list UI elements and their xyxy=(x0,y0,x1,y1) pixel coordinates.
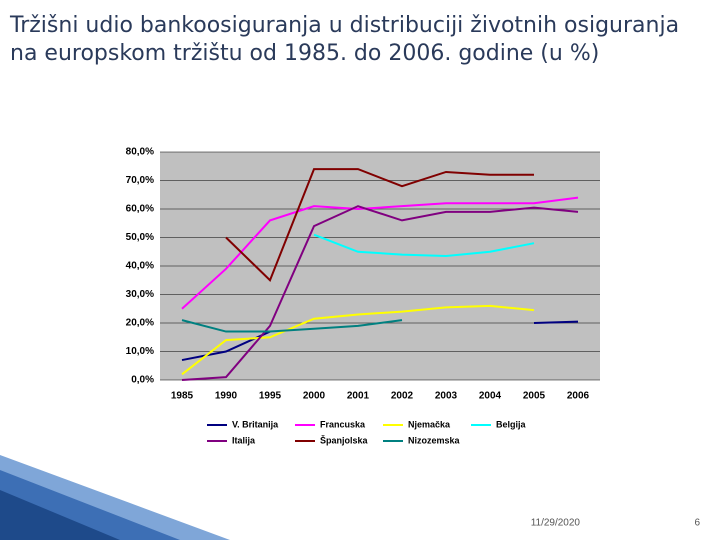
x-tick-label: 2000 xyxy=(303,391,326,402)
legend-label: Njemačka xyxy=(408,419,451,429)
x-tick-label: 2002 xyxy=(391,391,414,402)
decoration xyxy=(0,490,120,540)
y-tick-label: 80,0% xyxy=(126,147,154,158)
y-tick-label: 10,0% xyxy=(126,346,154,357)
y-tick-label: 30,0% xyxy=(126,289,154,300)
x-tick-label: 2005 xyxy=(523,391,546,402)
series-line xyxy=(313,233,535,258)
y-tick-label: 70,0% xyxy=(126,175,154,186)
series-line xyxy=(181,196,579,310)
series-line xyxy=(225,168,534,283)
x-tick-label: 1995 xyxy=(259,391,282,402)
x-tick-label: 2001 xyxy=(347,391,370,402)
y-tick-label: 60,0% xyxy=(126,204,154,215)
series-line xyxy=(181,319,403,333)
legend-label: Španjolska xyxy=(320,434,369,445)
y-tick-label: 20,0% xyxy=(126,318,154,329)
x-tick-label: 1990 xyxy=(215,391,238,402)
y-tick-label: 0,0% xyxy=(131,375,154,386)
x-tick-label: 2003 xyxy=(435,391,458,402)
y-tick-label: 40,0% xyxy=(126,261,154,272)
legend-label: Italija xyxy=(232,435,256,445)
legend-label: Belgija xyxy=(496,419,527,429)
chart-title: Tržišni udio bankoosiguranja u distribuc… xyxy=(10,13,680,66)
y-tick-label: 50,0% xyxy=(126,232,154,243)
legend-label: Nizozemska xyxy=(408,435,461,445)
legend-label: Francuska xyxy=(320,419,366,429)
x-tick-label: 2004 xyxy=(479,391,502,402)
series-line xyxy=(181,304,535,376)
x-tick-label: 2006 xyxy=(567,391,590,402)
page-number: 6 xyxy=(694,518,700,529)
x-tick-label: 1985 xyxy=(171,391,194,402)
legend-label: V. Britanija xyxy=(232,419,279,429)
series-line xyxy=(181,205,579,381)
date: 11/29/2020 xyxy=(531,518,581,529)
